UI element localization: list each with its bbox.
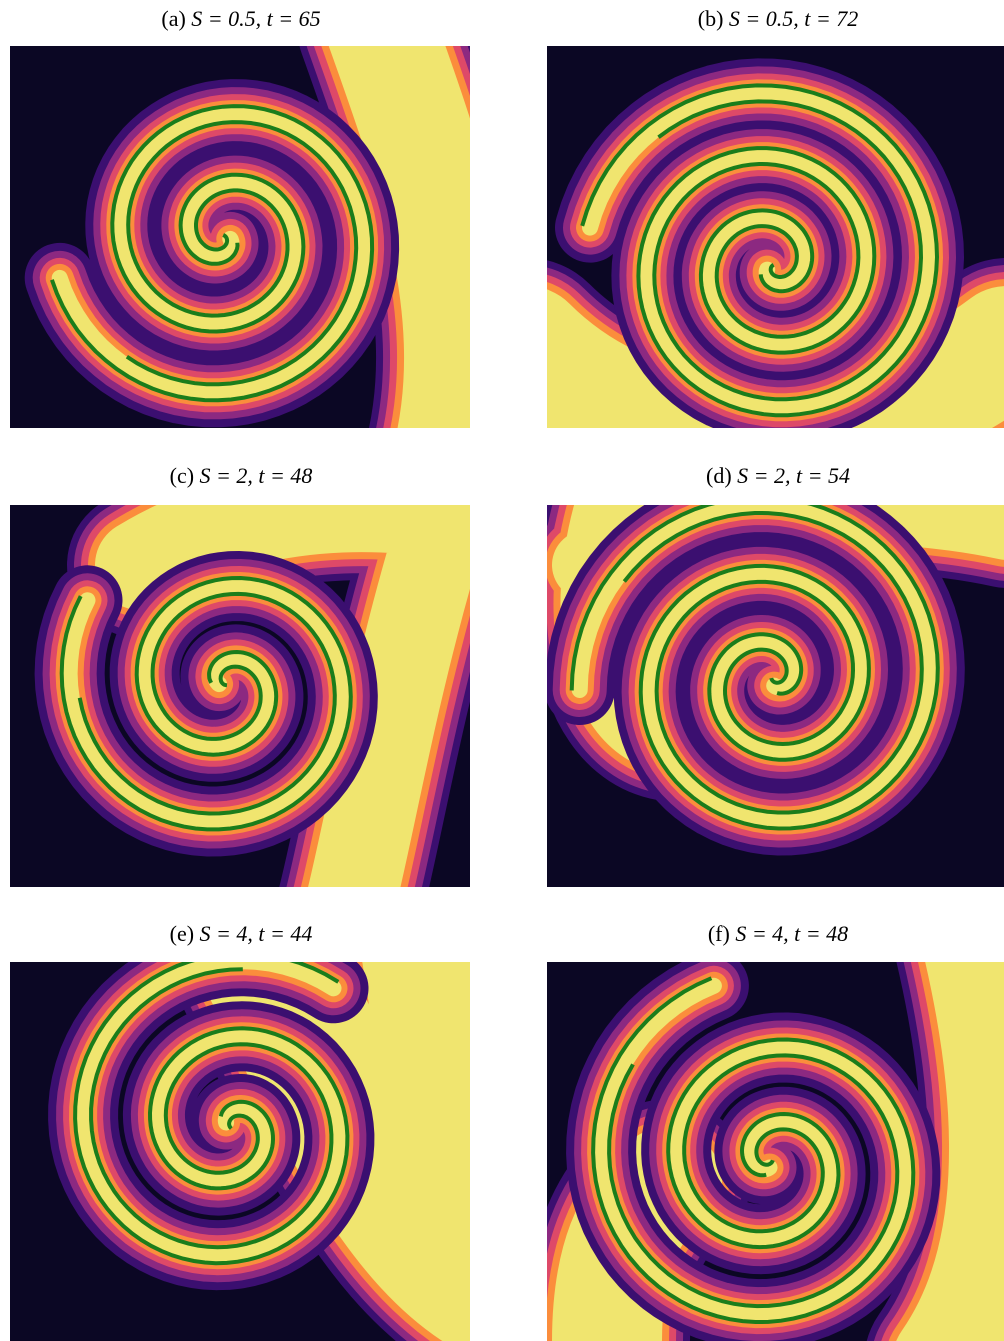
vortex-arm (593, 977, 914, 1323)
caption: (f) S = 4, t = 48 (547, 921, 1004, 947)
band (547, 286, 1004, 428)
vortex-arm (75, 962, 348, 1264)
panel-image (547, 962, 1004, 1341)
band (95, 505, 470, 887)
panel-image (10, 46, 470, 428)
contour (73, 962, 350, 1266)
caption: (e) S = 4, t = 44 (10, 921, 472, 947)
caption: (a) S = 0.5, t = 65 (10, 6, 472, 32)
panel-image (547, 46, 1004, 428)
field (10, 46, 470, 428)
panel-image (10, 962, 470, 1341)
caption-math: S = 4, t = 44 (199, 921, 313, 946)
contour (125, 120, 359, 387)
vortex-arm (61, 578, 351, 830)
field (547, 505, 1004, 887)
caption-math: S = 2, t = 48 (199, 463, 313, 488)
contour (580, 83, 940, 418)
field (10, 962, 470, 1341)
contour (607, 1053, 900, 1309)
field (547, 962, 1004, 1341)
caption-label: (e) (169, 921, 195, 946)
contour (569, 505, 940, 831)
panel-image (547, 505, 1004, 887)
panel-image (10, 505, 470, 887)
caption-label: (b) (697, 6, 724, 31)
vortex-arm (51, 106, 373, 401)
contour (652, 99, 924, 402)
contour (591, 976, 916, 1325)
contour (59, 575, 353, 832)
vortex-arm (571, 505, 938, 829)
contour (50, 104, 375, 403)
contour (77, 591, 337, 816)
band (328, 46, 470, 428)
contour (622, 510, 924, 815)
caption: (d) S = 2, t = 54 (547, 463, 1004, 489)
caption-math: S = 2, t = 54 (737, 463, 850, 488)
field (10, 505, 470, 887)
caption-math: S = 0.5, t = 65 (191, 6, 321, 31)
caption-label: (c) (169, 463, 195, 488)
field (547, 46, 1004, 428)
caption-label: (d) (706, 463, 732, 488)
contour (89, 967, 334, 1250)
caption: (c) S = 2, t = 48 (10, 463, 472, 489)
vortex-arm (582, 85, 937, 416)
caption: (b) S = 0.5, t = 72 (547, 6, 1004, 32)
caption-math: S = 4, t = 48 (735, 921, 849, 946)
caption-math: S = 0.5, t = 72 (728, 6, 859, 31)
caption-label: (a) (161, 6, 186, 31)
caption-label: (f) (707, 921, 730, 946)
